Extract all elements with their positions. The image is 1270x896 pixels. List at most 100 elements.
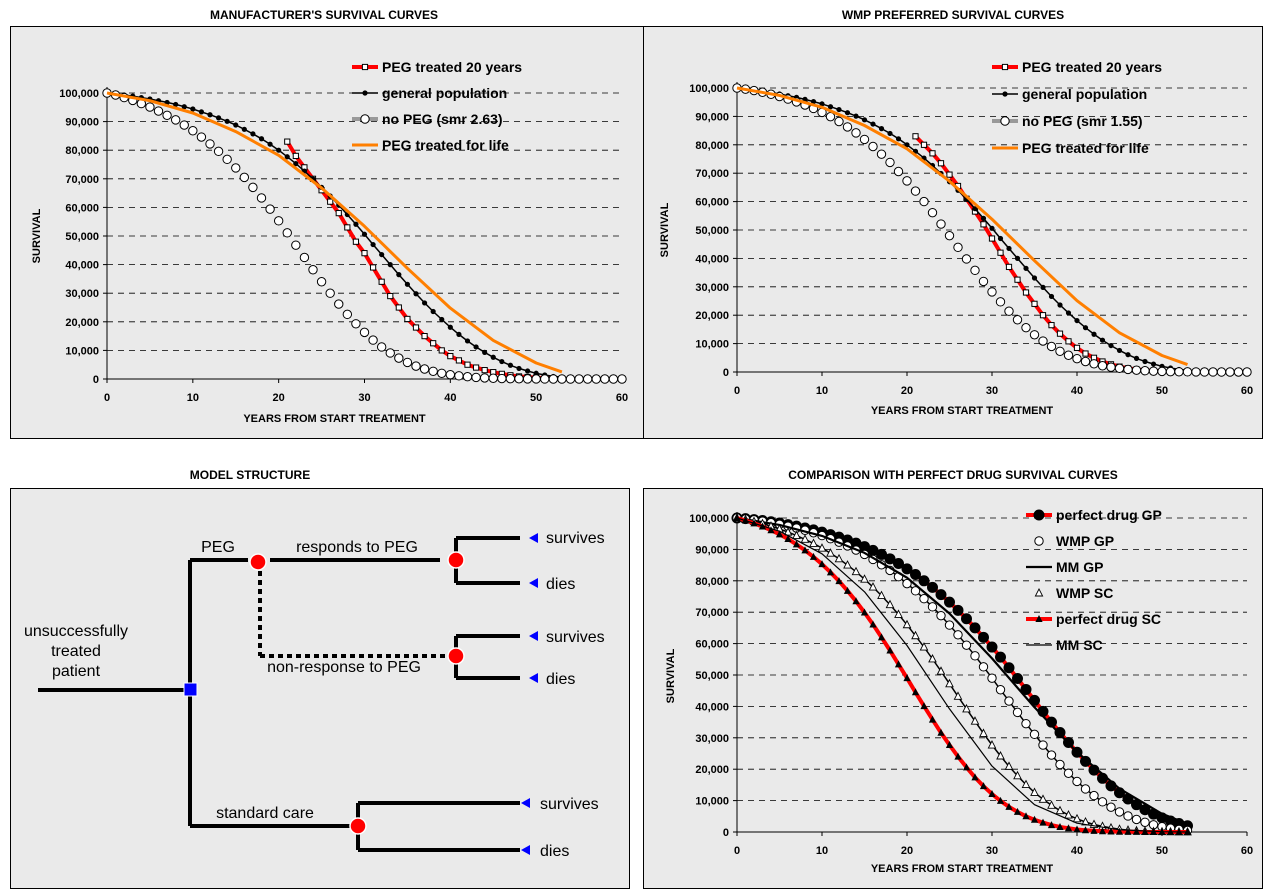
series-point [1048,322,1055,329]
legend-label: general population [382,85,507,101]
y-tick-label: 0 [723,367,729,379]
series-point [1072,813,1082,823]
series-point [327,198,334,205]
series-point [540,374,550,384]
series-point [291,240,301,250]
series-point [961,640,972,650]
chance-node [249,553,267,571]
series-point [1115,827,1124,835]
y-tick-label: 40,000 [695,701,729,713]
series-point [945,741,954,749]
series-point [507,362,514,368]
series-point [1108,342,1114,349]
y-tick-label: 10,000 [695,339,729,351]
series-point [419,364,430,374]
series-point [482,349,488,356]
series-point [412,324,420,331]
series-wmp-gp [732,513,1193,836]
series-point [179,120,189,130]
series-point [877,633,886,641]
series-point [438,347,445,354]
series-point [153,106,164,116]
series-point [488,373,498,383]
series-point [1080,356,1091,367]
terminal-node [529,533,538,543]
x-tick-label: 10 [187,392,199,404]
series-point [928,654,937,663]
series-no-peg-smr-2-63- [102,88,627,384]
series-point [868,141,878,152]
x-tick-label: 40 [1071,385,1083,397]
series-point [945,678,954,688]
y-tick-label: 90,000 [695,111,729,123]
series-point [1022,289,1030,296]
series-point [361,63,369,71]
series-point [970,651,980,661]
legend-label: MM GP [1056,559,1103,575]
series-point [1047,800,1056,809]
tree-label-nonresponse: non-response to PEG [267,659,421,676]
series-point [843,586,852,594]
series-point [919,642,929,651]
series-point [876,149,887,159]
series-point [1106,802,1116,812]
series-point [248,182,258,193]
y-tick-label: 10,000 [695,796,729,808]
series-point [944,230,955,241]
legend-label: PEG treated 20 years [1022,59,1162,75]
series-point [1216,367,1227,377]
series-point [471,372,481,383]
legend-label: WMP GP [1056,533,1114,549]
series-point [1004,761,1014,770]
series-point [800,534,810,543]
series-point [843,560,852,569]
series-point [1123,811,1133,821]
series-point [809,538,818,547]
series-point [464,338,471,344]
tree-label-dies: dies [540,843,569,860]
series-point [978,276,989,287]
series-point [1081,826,1090,834]
series-point [870,121,876,127]
series-point [1021,718,1031,729]
tree-label-standard-care: standard care [216,805,314,822]
series-point [402,357,413,368]
terminal-node [521,845,530,855]
legend-label: no PEG (smr 1.55) [1022,113,1143,129]
series-point [1056,822,1064,830]
series-point [335,210,342,217]
series-point [455,357,463,364]
series-point [954,752,962,760]
chance-node [447,551,465,569]
series-point [876,548,887,560]
series-point [1031,300,1038,307]
series-point [1089,790,1099,801]
series-point [351,319,361,329]
series-point [1148,366,1159,376]
tree-label-survives: survives [540,796,599,813]
series-point [1064,810,1073,819]
series-point [937,160,945,167]
legend-label: perfect drug GP [1056,507,1162,523]
series-point [1208,367,1218,377]
series-point [1040,284,1046,290]
series-point [1006,245,1012,252]
series-point [861,117,868,123]
series-point [801,546,809,554]
series-point [617,374,627,384]
series-point [239,172,250,183]
series-point [1114,807,1125,817]
series-line [736,87,1188,372]
series-point [885,599,895,609]
series-point [1022,812,1030,820]
series-point [910,569,921,581]
x-axis-label: YEARS FROM START TREATMENT [871,405,1054,417]
terminal-node [529,631,538,641]
series-point [1150,361,1157,367]
series-point [1033,509,1045,521]
series-point [919,593,929,604]
series-point [877,590,886,600]
series-point [953,691,963,700]
series-point [231,163,241,173]
series-point [1089,359,1099,369]
